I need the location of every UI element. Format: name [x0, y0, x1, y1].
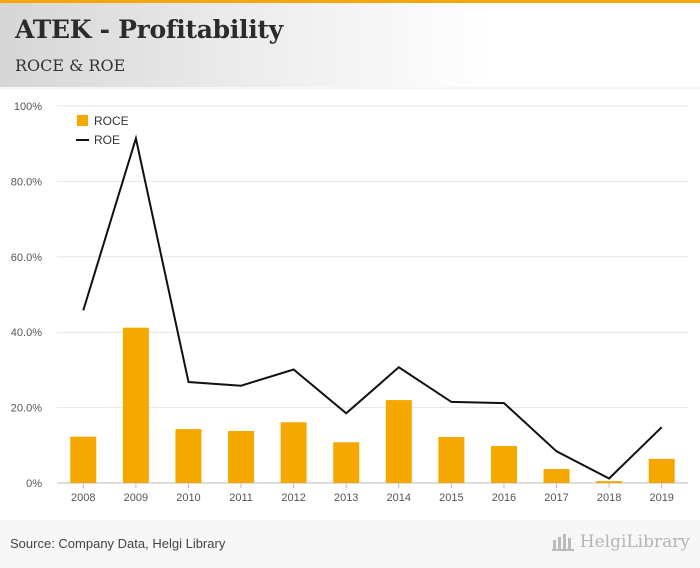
roce-bar [438, 437, 465, 483]
legend-label-roe: ROE [94, 133, 120, 147]
x-tick-label: 2018 [597, 492, 621, 504]
roe-line [82, 134, 663, 480]
source-note: Source: Company Data, Helgi Library [10, 536, 226, 551]
roe-line-group [82, 134, 663, 480]
legend-label-roce: ROCE [94, 114, 129, 128]
grid-lines [57, 105, 688, 484]
y-tick-label: 100% [14, 101, 42, 113]
roce-bar [333, 442, 360, 483]
brand-logo: HelgiLibrary [551, 532, 690, 552]
x-tick-label: 2019 [649, 492, 673, 504]
x-tick-labels: 2008 2009 2010 2011 2012 2013 2014 2015 2016 2017… [71, 483, 674, 504]
x-tick-label: 2017 [544, 492, 568, 504]
footer: Source: Company Data, Helgi Library Helg… [0, 520, 700, 568]
page-title: ATEK - Profitability [15, 15, 283, 44]
x-tick-label: 2014 [387, 492, 411, 504]
y-tick-label: 80.0% [11, 176, 42, 188]
y-tick-label: 60.0% [11, 252, 42, 264]
legend-swatch-roce [77, 115, 88, 126]
x-tick-label: 2008 [71, 492, 95, 504]
x-tick-label: 2016 [492, 492, 516, 504]
legend: ROCE ROE [76, 114, 129, 147]
roce-bar [385, 400, 412, 483]
y-tick-label: 20.0% [11, 403, 42, 415]
library-icon [551, 534, 574, 551]
roce-bar [228, 430, 255, 483]
y-tick-labels: 0% 20.0% 40.0% 60.0% 80.0% 100% [11, 101, 42, 490]
y-tick-label: 40.0% [11, 327, 42, 339]
x-tick-label: 2015 [439, 492, 463, 504]
chart-area: 0% 20.0% 40.0% 60.0% 80.0% 100% 2008 2009 2010 2… [0, 90, 700, 520]
roce-bars [70, 327, 675, 483]
header: ATEK - Profitability ROCE & ROE [0, 3, 700, 87]
roce-bar [70, 436, 97, 483]
roce-bar [648, 458, 675, 483]
x-tick-label: 2009 [124, 492, 148, 504]
roce-bar [490, 446, 517, 483]
x-tick-label: 2012 [281, 492, 305, 504]
page-subtitle: ROCE & ROE [15, 56, 126, 75]
roce-bar [175, 429, 202, 483]
accent-bar [0, 0, 700, 3]
roce-bar [122, 327, 149, 483]
brand-name: HelgiLibrary [579, 532, 690, 552]
roce-roe-chart: 0%20.0%40.0%60.0%80.0%100% 2008 2009 2010 2… [11, 101, 688, 504]
roce-bar [543, 469, 570, 483]
roce-bar [280, 422, 307, 483]
x-tick-label: 2010 [176, 492, 200, 504]
x-tick-label: 2011 [229, 492, 253, 504]
y-tick-label: 0% [26, 478, 42, 490]
x-tick-label: 2013 [334, 492, 358, 504]
roce-bar [596, 481, 623, 483]
